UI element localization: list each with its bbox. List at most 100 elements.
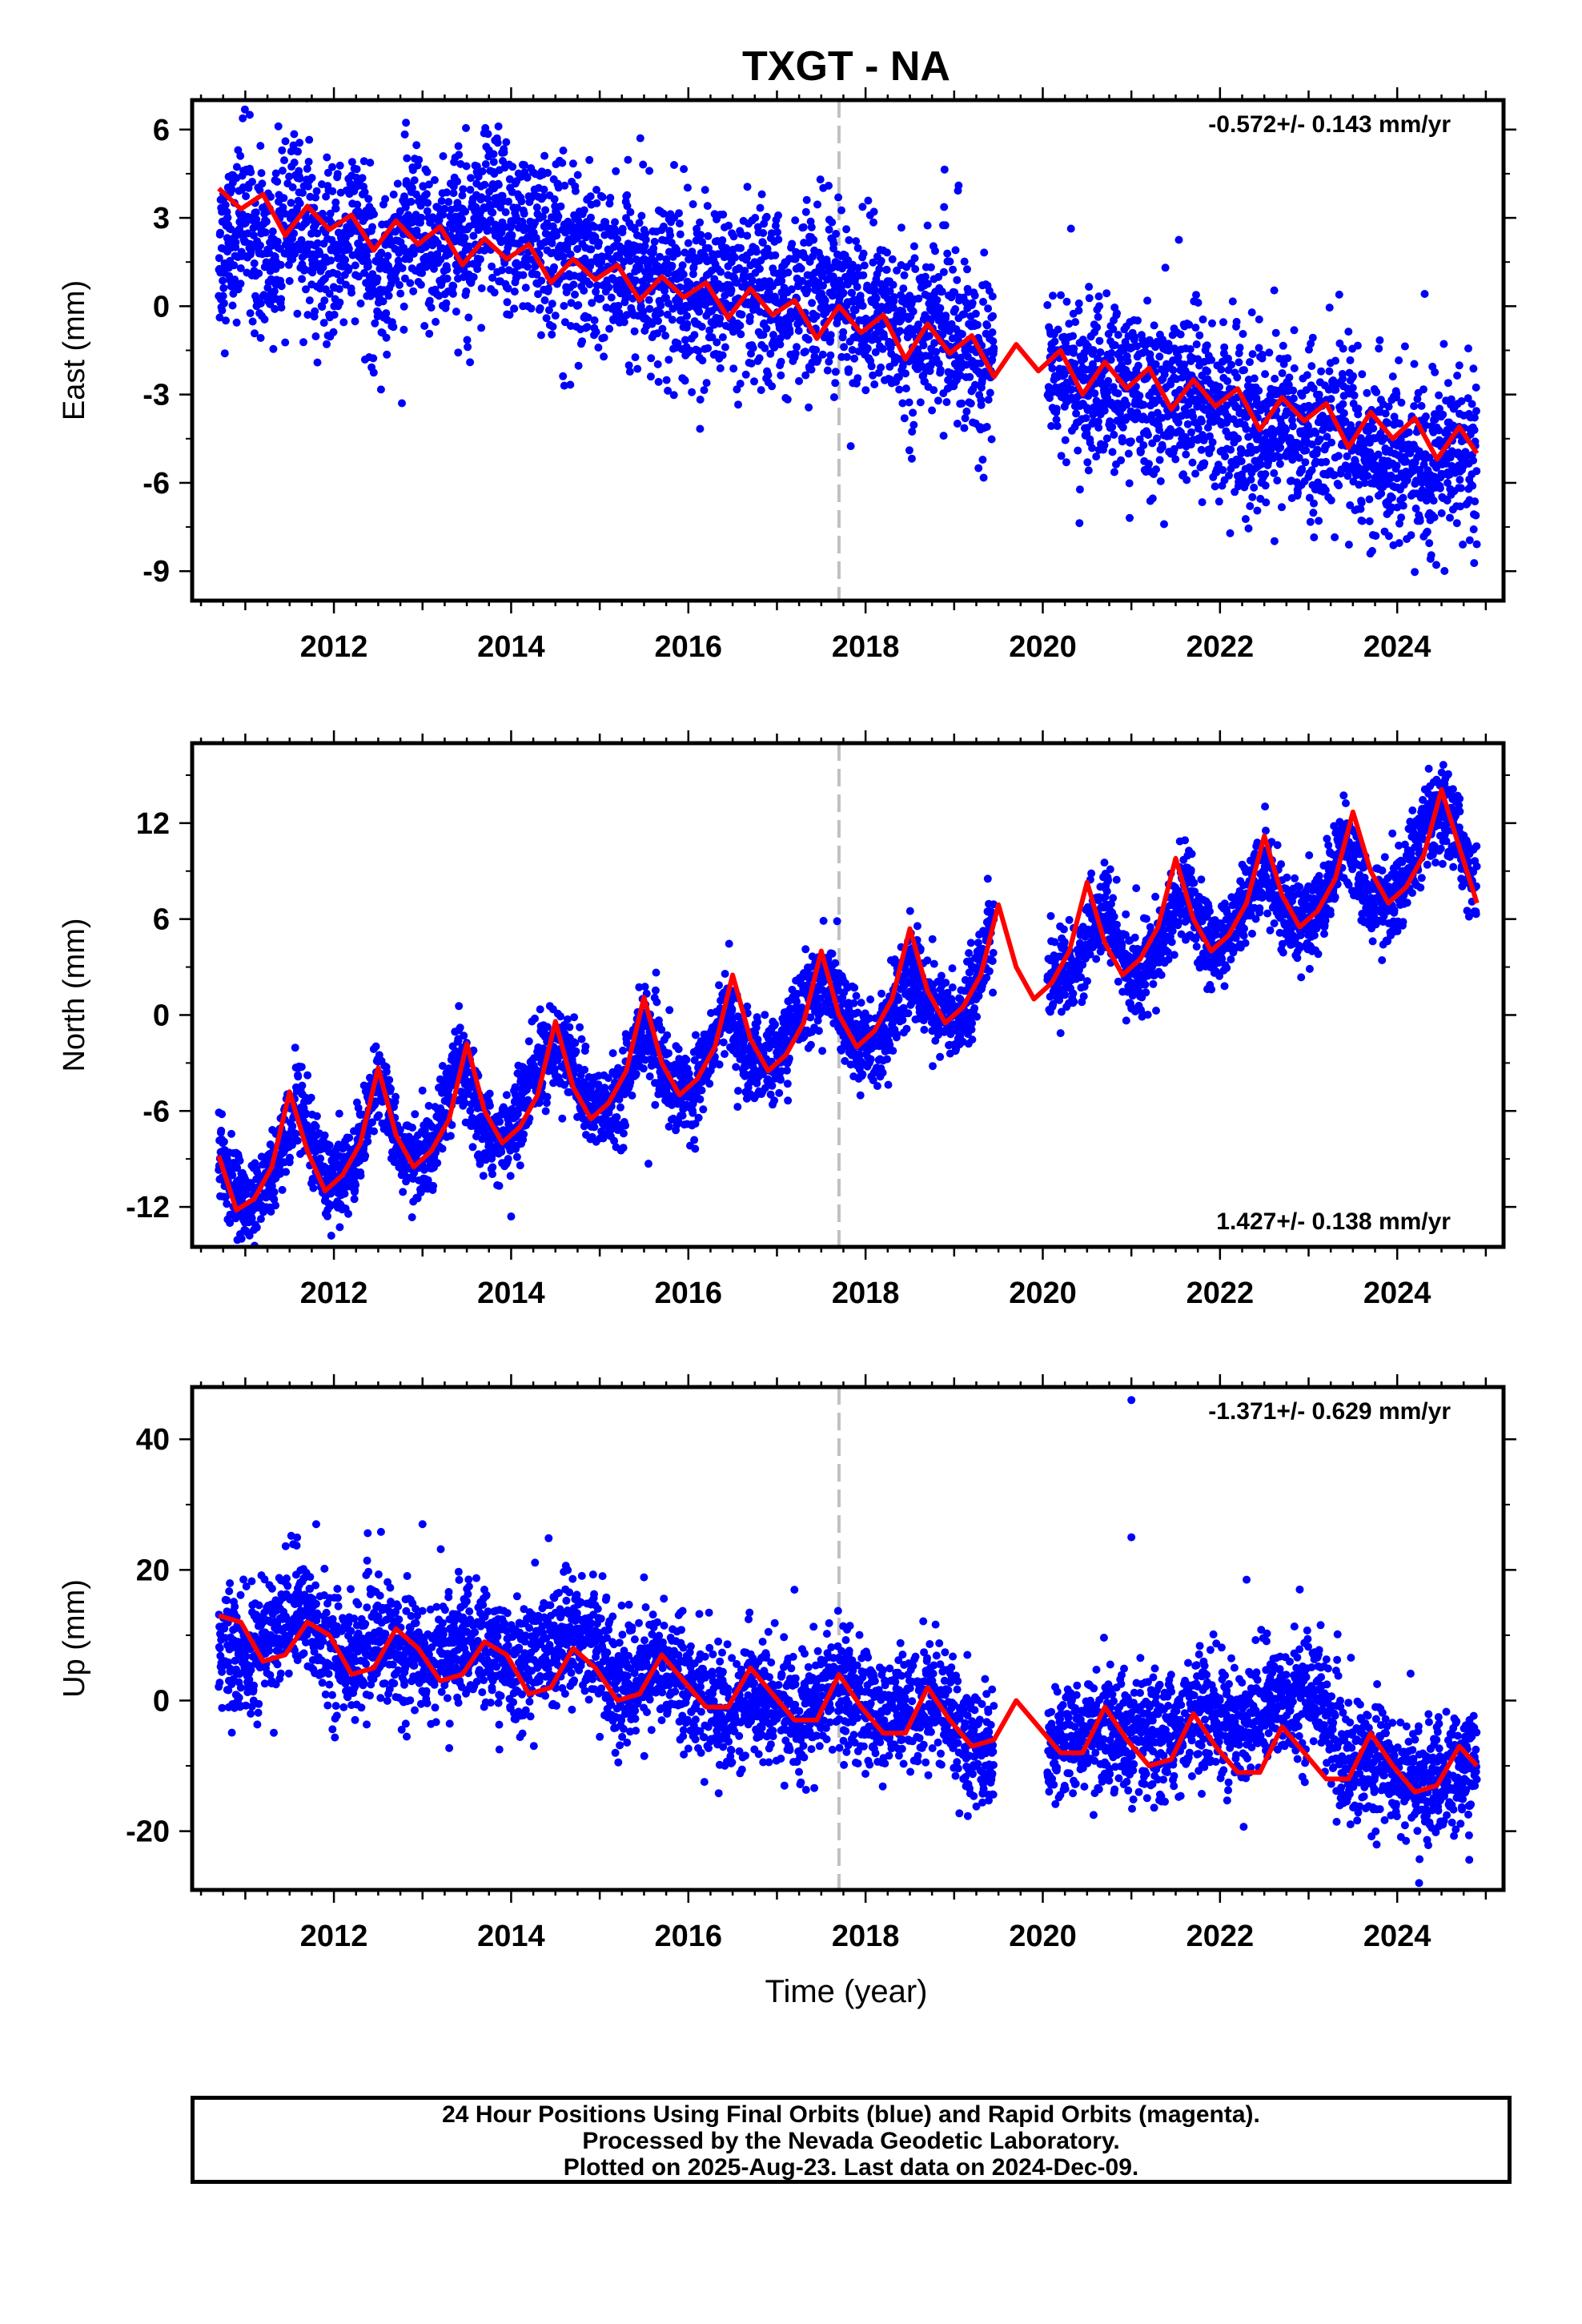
data-point xyxy=(1090,389,1099,398)
data-point xyxy=(331,204,340,213)
data-point xyxy=(1219,466,1227,474)
data-point xyxy=(620,257,628,266)
data-point xyxy=(1215,497,1223,506)
data-point xyxy=(598,193,607,202)
data-point xyxy=(247,1214,256,1223)
data-point xyxy=(220,349,229,358)
data-point xyxy=(318,303,327,312)
data-point xyxy=(1283,354,1292,363)
data-point xyxy=(1241,515,1250,524)
data-point xyxy=(606,194,615,202)
data-point xyxy=(1145,460,1153,468)
data-point xyxy=(1049,292,1057,300)
data-point xyxy=(396,289,405,298)
data-point xyxy=(328,163,336,171)
data-point xyxy=(1452,519,1461,528)
data-point xyxy=(532,234,540,243)
data-point xyxy=(923,279,932,288)
data-point xyxy=(878,344,887,353)
data-point xyxy=(681,376,689,385)
data-point xyxy=(819,281,827,290)
data-point xyxy=(795,376,803,385)
data-point xyxy=(400,192,408,201)
data-point xyxy=(240,105,249,114)
data-point xyxy=(415,155,424,164)
data-point xyxy=(1194,424,1203,433)
data-point xyxy=(759,229,768,237)
data-point xyxy=(1404,428,1413,436)
data-point xyxy=(741,267,749,275)
data-point xyxy=(542,314,551,323)
data-point xyxy=(462,123,470,132)
data-point xyxy=(1425,453,1434,462)
data-point xyxy=(737,243,745,252)
data-point xyxy=(880,332,889,341)
data-point xyxy=(612,167,620,175)
data-point xyxy=(1335,481,1343,490)
data-point xyxy=(373,274,382,283)
data-point xyxy=(663,310,672,319)
data-point xyxy=(1283,407,1291,416)
data-point xyxy=(554,212,563,221)
data-point xyxy=(1072,409,1081,418)
data-point xyxy=(683,183,692,192)
data-point xyxy=(540,151,549,160)
data-point xyxy=(448,289,457,298)
data-point xyxy=(696,424,705,433)
data-point xyxy=(1446,453,1455,462)
data-point xyxy=(1103,387,1112,396)
data-point xyxy=(532,270,541,279)
data-point xyxy=(417,213,426,222)
data-point xyxy=(829,239,838,248)
data-point xyxy=(839,288,848,297)
data-point xyxy=(1240,366,1248,375)
data-point xyxy=(398,399,406,408)
data-point xyxy=(905,398,913,407)
data-point xyxy=(644,296,653,304)
data-point xyxy=(695,308,704,316)
data-point xyxy=(982,423,991,431)
data-point xyxy=(870,380,879,388)
data-point xyxy=(285,276,294,285)
data-point xyxy=(791,349,800,358)
data-point xyxy=(677,316,685,324)
data-point xyxy=(977,359,985,368)
data-point xyxy=(641,229,650,238)
data-point xyxy=(592,287,600,296)
data-point xyxy=(953,275,962,284)
data-point xyxy=(1211,482,1219,491)
data-point xyxy=(718,236,727,244)
data-point xyxy=(936,304,945,312)
data-point xyxy=(1046,394,1054,402)
data-point xyxy=(827,263,836,272)
data-point xyxy=(248,317,257,326)
data-point xyxy=(1310,499,1318,508)
y-tick-label: 0 xyxy=(153,290,170,324)
data-point xyxy=(777,276,786,285)
data-point xyxy=(356,300,365,308)
data-point xyxy=(305,135,314,144)
data-point xyxy=(749,344,757,352)
data-point xyxy=(1443,479,1452,487)
data-point xyxy=(1199,315,1207,324)
data-point xyxy=(755,264,764,273)
data-point xyxy=(510,287,519,296)
data-point xyxy=(681,248,689,257)
data-point xyxy=(690,331,699,340)
data-point xyxy=(458,215,467,223)
data-point xyxy=(755,354,764,363)
data-point xyxy=(883,248,891,257)
data-point xyxy=(618,224,627,233)
data-point xyxy=(1310,533,1319,541)
data-point xyxy=(1227,445,1235,454)
data-point xyxy=(591,232,600,241)
data-point xyxy=(940,203,949,211)
panel-east: 2012 2014 2016 2018 2020 2022 2024-9-6-3036Eas… xyxy=(58,87,1516,664)
data-point xyxy=(949,265,958,274)
data-point xyxy=(1250,374,1259,383)
data-point xyxy=(408,183,416,192)
data-point-outlier xyxy=(560,381,568,390)
data-point xyxy=(1083,458,1092,467)
data-point xyxy=(971,380,979,389)
data-point xyxy=(938,287,946,296)
